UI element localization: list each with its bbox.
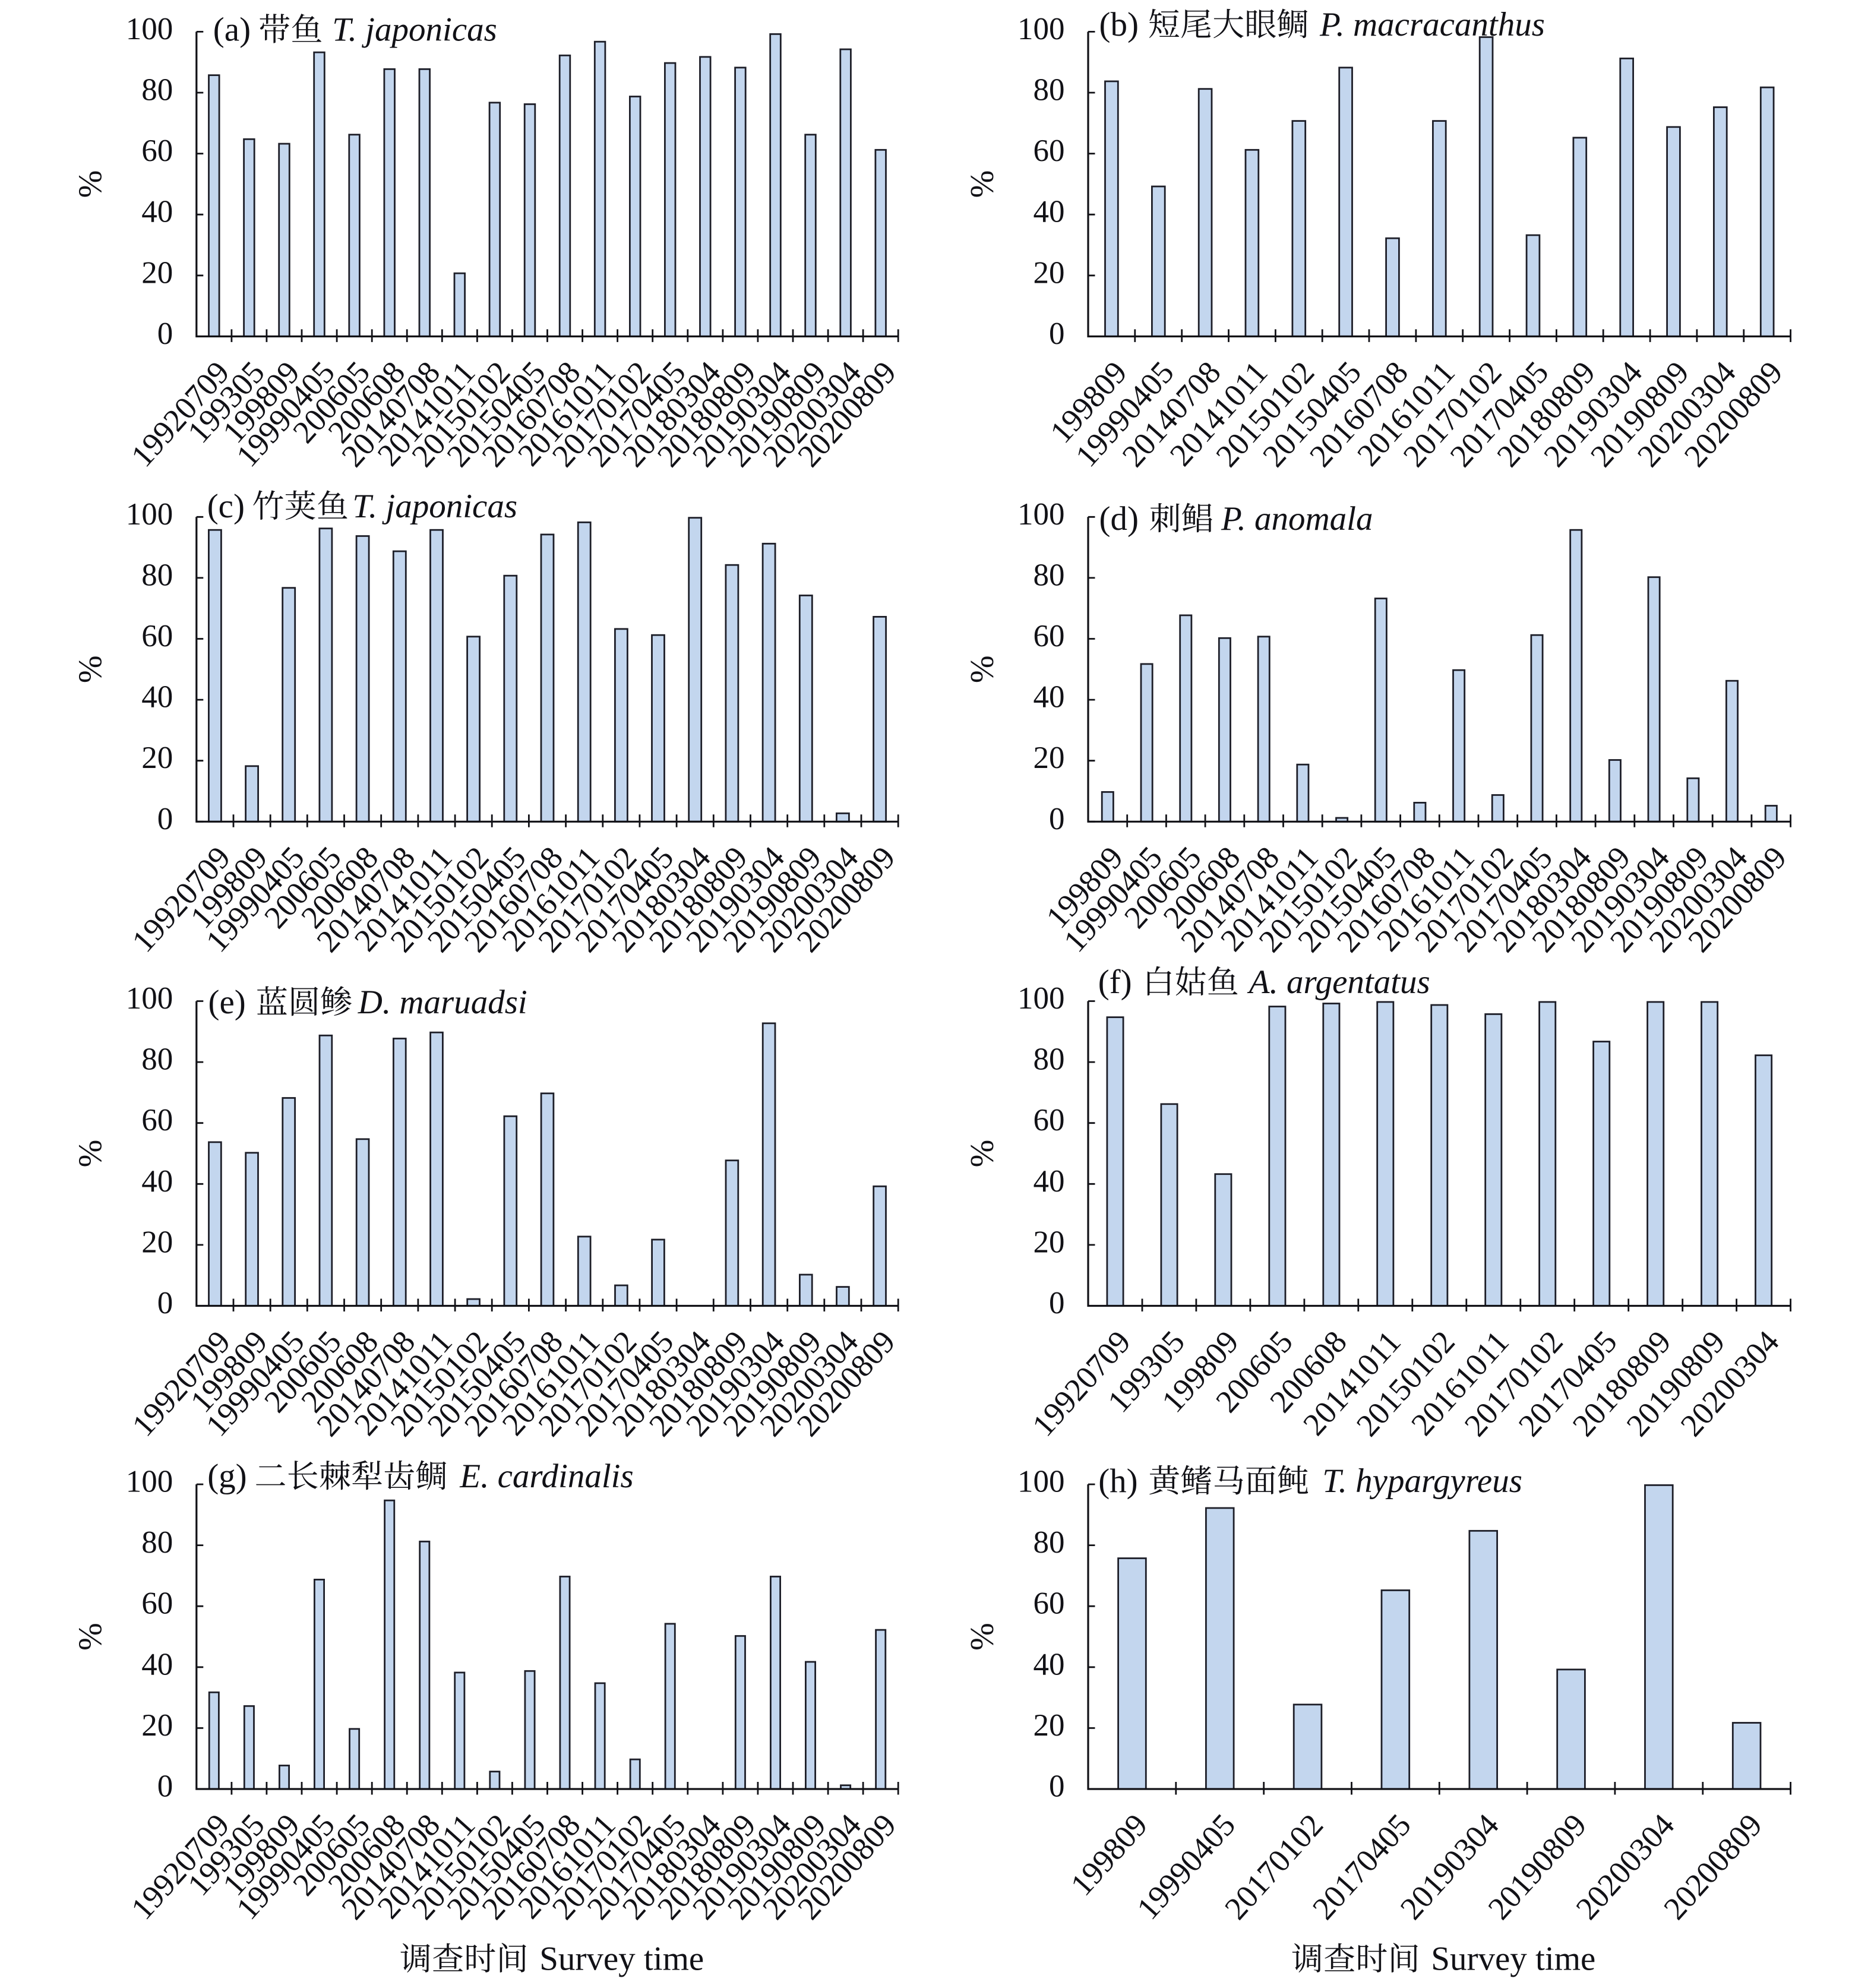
svg-text:100: 100 <box>1017 1465 1065 1499</box>
svg-text:80: 80 <box>1034 558 1065 592</box>
svg-text:80: 80 <box>1034 73 1065 108</box>
svg-text:60: 60 <box>141 619 173 653</box>
svg-text:40: 40 <box>1034 1164 1065 1199</box>
svg-text:%: % <box>964 1623 1001 1651</box>
svg-text:100: 100 <box>126 981 173 1016</box>
svg-text:0: 0 <box>157 317 173 351</box>
svg-text:T. japonicas: T. japonicas <box>352 488 517 525</box>
svg-text:20: 20 <box>141 1708 173 1743</box>
svg-text:40: 40 <box>141 1164 173 1199</box>
svg-text:20: 20 <box>1034 255 1065 290</box>
svg-text:%: % <box>72 655 109 683</box>
svg-text:E. cardinalis: E. cardinalis <box>459 1458 633 1495</box>
svg-text:0: 0 <box>157 1769 173 1804</box>
svg-text:80: 80 <box>141 73 173 108</box>
svg-text:100: 100 <box>1017 981 1065 1016</box>
svg-text:60: 60 <box>1034 134 1065 168</box>
svg-text:P. macracanthus: P. macracanthus <box>1319 6 1545 43</box>
svg-text:0: 0 <box>157 1286 173 1320</box>
svg-text:40: 40 <box>1034 1647 1065 1682</box>
svg-text:Survey time: Survey time <box>539 1940 704 1978</box>
svg-text:80: 80 <box>1034 1042 1065 1077</box>
svg-text:0: 0 <box>1049 317 1065 351</box>
svg-text:40: 40 <box>141 680 173 715</box>
svg-text:80: 80 <box>141 1042 173 1077</box>
svg-text:100: 100 <box>1017 12 1065 46</box>
svg-text:0: 0 <box>157 802 173 836</box>
svg-text:20: 20 <box>1034 741 1065 775</box>
svg-text:0: 0 <box>1049 1286 1065 1320</box>
svg-text:60: 60 <box>1034 1103 1065 1137</box>
svg-text:A. argentatus: A. argentatus <box>1247 963 1430 1001</box>
svg-text:%: % <box>72 1140 109 1168</box>
svg-text:%: % <box>72 170 109 198</box>
svg-text:(e): (e) <box>208 984 246 1021</box>
svg-text:60: 60 <box>1034 1586 1065 1621</box>
svg-text:60: 60 <box>141 1586 173 1621</box>
svg-text:60: 60 <box>141 134 173 168</box>
svg-text:40: 40 <box>1034 195 1065 229</box>
svg-text:100: 100 <box>126 497 173 532</box>
svg-text:D. maruadsi: D. maruadsi <box>358 984 527 1021</box>
svg-text:T. hypargyreus: T. hypargyreus <box>1322 1462 1522 1500</box>
svg-text:%: % <box>72 1623 109 1651</box>
svg-text:0: 0 <box>1049 1769 1065 1804</box>
svg-text:40: 40 <box>1034 680 1065 715</box>
svg-text:(h): (h) <box>1098 1462 1137 1500</box>
svg-text:Survey time: Survey time <box>1431 1940 1595 1978</box>
svg-text:(d): (d) <box>1099 500 1139 538</box>
svg-text:%: % <box>964 1140 1001 1168</box>
svg-text:20: 20 <box>141 1225 173 1259</box>
svg-text:(a): (a) <box>213 11 251 48</box>
svg-text:60: 60 <box>141 1103 173 1137</box>
svg-text:20: 20 <box>1034 1225 1065 1259</box>
svg-text:T. japonicas: T. japonicas <box>332 11 497 48</box>
svg-text:(g): (g) <box>207 1458 246 1495</box>
svg-text:20: 20 <box>141 255 173 290</box>
svg-text:80: 80 <box>141 1525 173 1560</box>
svg-text:%: % <box>964 655 1001 683</box>
svg-text:80: 80 <box>141 558 173 592</box>
svg-text:P. anomala: P. anomala <box>1221 500 1373 538</box>
svg-text:(c): (c) <box>207 488 245 525</box>
svg-text:80: 80 <box>1034 1525 1065 1560</box>
svg-text:100: 100 <box>126 1465 173 1499</box>
svg-text:(f): (f) <box>1098 963 1132 1001</box>
svg-text:(b): (b) <box>1099 6 1139 43</box>
svg-text:100: 100 <box>126 12 173 46</box>
svg-text:60: 60 <box>1034 619 1065 653</box>
svg-text:20: 20 <box>1034 1708 1065 1743</box>
svg-text:20: 20 <box>141 741 173 775</box>
svg-text:40: 40 <box>141 195 173 229</box>
svg-text:100: 100 <box>1017 497 1065 532</box>
svg-text:40: 40 <box>141 1647 173 1682</box>
svg-text:%: % <box>964 170 1001 198</box>
svg-text:0: 0 <box>1049 802 1065 836</box>
